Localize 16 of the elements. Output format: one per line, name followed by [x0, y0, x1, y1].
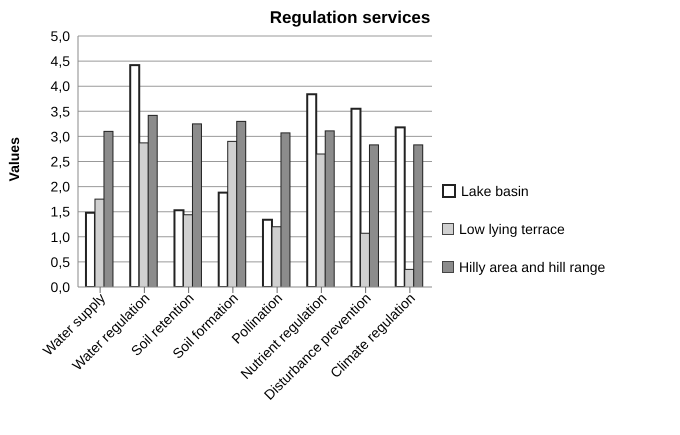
- y-tick-label: 5,0: [50, 28, 70, 44]
- y-tick-label: 0,5: [50, 254, 70, 270]
- y-tick-label: 4,0: [50, 78, 70, 94]
- y-tick-label: 1,5: [50, 204, 70, 220]
- y-tick-label: 0,0: [50, 278, 70, 295]
- legend-label: Low lying terrace: [459, 220, 565, 236]
- y-tick-label: 3,0: [50, 128, 70, 144]
- legend-label: Hilly area and hill range: [459, 258, 606, 274]
- chart-title: Regulation services: [270, 8, 430, 27]
- y-tick-label: 2,5: [50, 153, 70, 170]
- y-tick-label: 3,5: [50, 103, 70, 120]
- y-tick-label: 1,0: [50, 228, 70, 245]
- y-tick-label: 2,0: [50, 178, 70, 195]
- y-tick-label: 4,5: [50, 53, 70, 70]
- y-axis-title: Values: [6, 136, 22, 182]
- legend-label: Lake basin: [461, 182, 529, 198]
